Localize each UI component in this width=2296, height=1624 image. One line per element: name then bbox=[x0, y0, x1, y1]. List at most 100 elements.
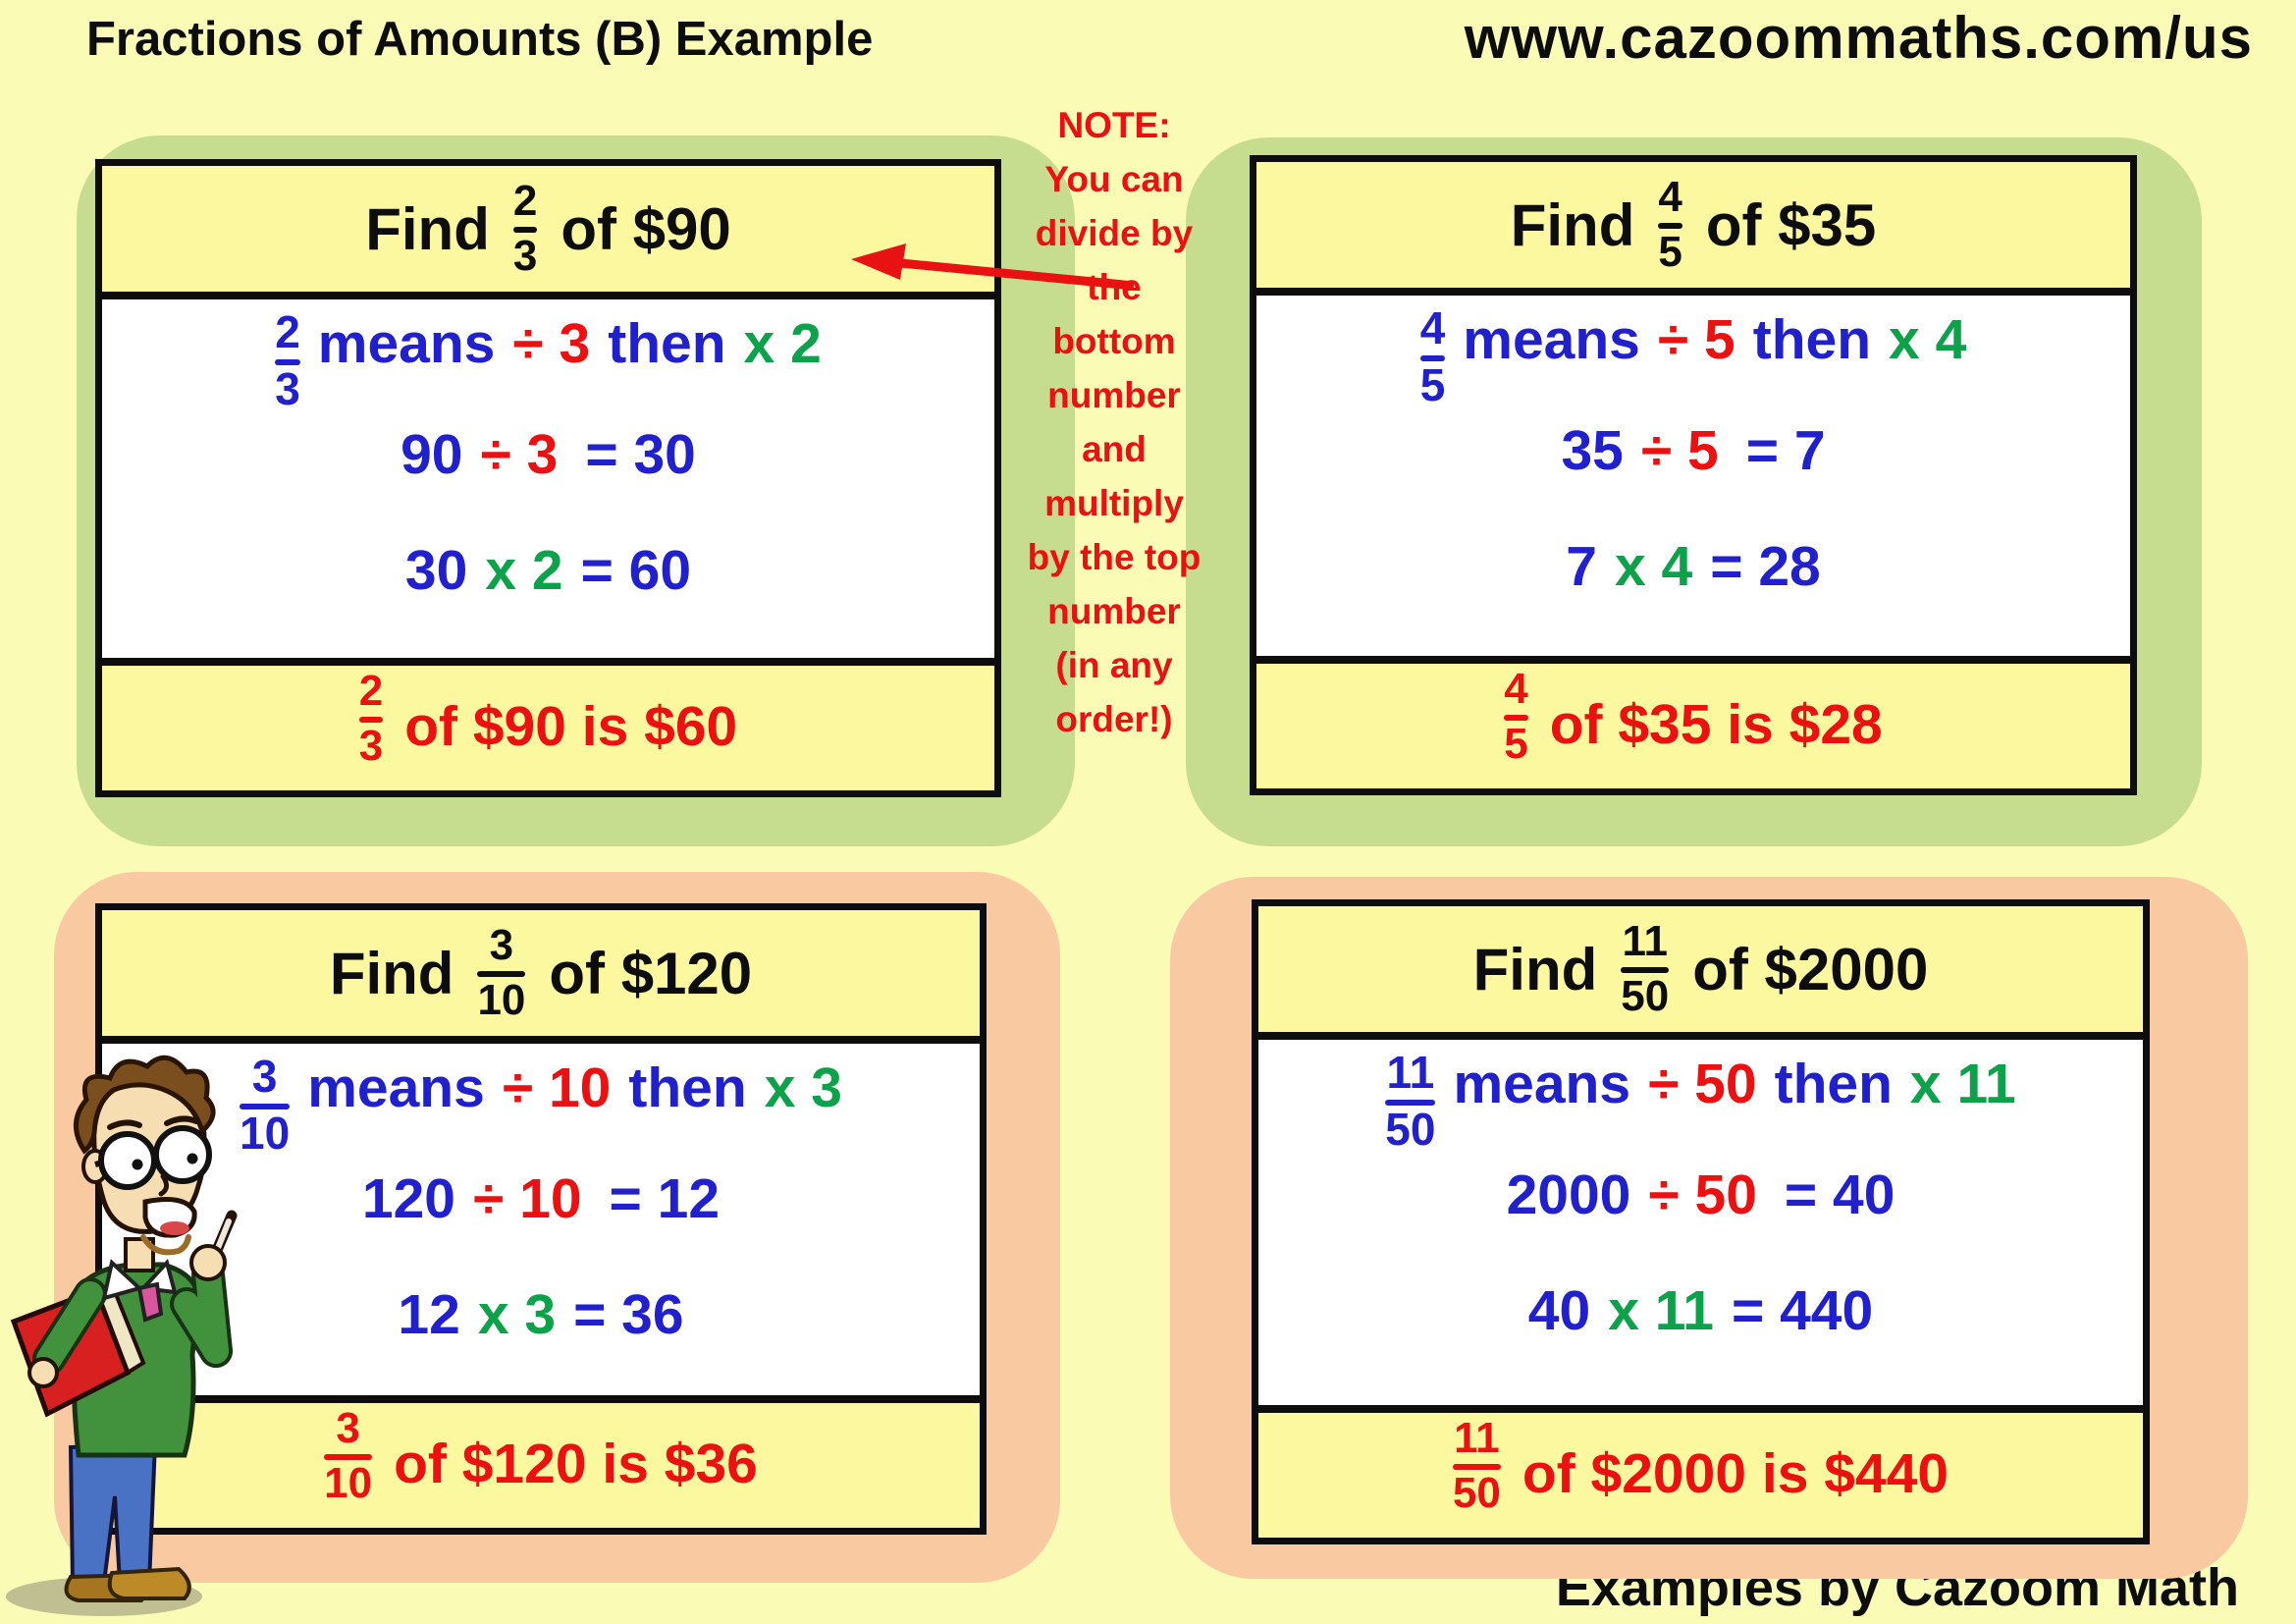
fraction-denominator: 10 bbox=[477, 976, 526, 1024]
fraction: 2 3 bbox=[358, 667, 384, 767]
means-label: means bbox=[307, 1056, 485, 1119]
note-line: by the top bbox=[1027, 537, 1201, 577]
fraction-denominator: 50 bbox=[1621, 972, 1670, 1020]
eyebrow bbox=[164, 1115, 199, 1126]
find-label: Find bbox=[1472, 936, 1598, 1002]
dividend: 2000 bbox=[1506, 1164, 1631, 1227]
fraction-denominator: 50 bbox=[1385, 1103, 1436, 1155]
multiply-op: x 11 bbox=[1608, 1279, 1714, 1343]
teacher-hair bbox=[74, 1055, 216, 1155]
eye bbox=[187, 1153, 198, 1164]
note-annotation: NOTE: You can divide by the bottom numbe… bbox=[1009, 98, 1219, 746]
fraction-denominator: 10 bbox=[324, 1458, 373, 1507]
card-3-answer: 3 10 of $120 is $36 bbox=[102, 1395, 980, 1528]
fraction-bar bbox=[1452, 1463, 1501, 1470]
step-meaning: 3 10 means ÷ 10 then x 3 bbox=[240, 1054, 842, 1156]
then-label: then bbox=[1774, 1053, 1893, 1115]
card-2-answer: 4 5 of $35 is $28 bbox=[1256, 656, 2130, 788]
find-label: Find bbox=[365, 195, 490, 262]
multiplication-result: = 28 bbox=[1710, 535, 1821, 599]
fraction-denominator: 3 bbox=[512, 232, 538, 280]
multiply-op: x 2 bbox=[743, 312, 822, 375]
note-line: bottom bbox=[1052, 321, 1176, 361]
fraction: 3 10 bbox=[477, 921, 526, 1024]
multiplicand: 7 bbox=[1566, 535, 1597, 599]
multiplication-result: = 60 bbox=[580, 539, 692, 603]
step-divide: 120 ÷ 10 = 12 bbox=[362, 1166, 720, 1231]
fraction: 2 3 bbox=[275, 306, 300, 414]
divide-op: ÷ 50 bbox=[1648, 1053, 1757, 1115]
divide-op: ÷ 10 bbox=[502, 1056, 612, 1119]
step-multiply: 30 x 2 = 60 bbox=[405, 538, 691, 603]
multiply-op: x 4 bbox=[1889, 308, 1967, 371]
fraction-numerator: 11 bbox=[1386, 1047, 1435, 1098]
teacher-hand bbox=[27, 1357, 59, 1388]
step-multiply: 7 x 4 = 28 bbox=[1566, 534, 1820, 599]
division-result: = 7 bbox=[1745, 419, 1826, 483]
means-label: means bbox=[1463, 308, 1640, 371]
amount-label: of $35 bbox=[1705, 191, 1877, 258]
fraction: 3 10 bbox=[240, 1054, 291, 1156]
amount-label: of $120 bbox=[549, 940, 753, 1006]
fraction-numerator: 2 bbox=[358, 667, 384, 715]
fraction-numerator: 4 bbox=[1504, 665, 1528, 713]
fraction-numerator: 11 bbox=[1454, 1414, 1500, 1462]
divide-op: ÷ 5 bbox=[1640, 419, 1719, 483]
step-divide: 90 ÷ 3 = 30 bbox=[400, 422, 696, 487]
fraction-numerator: 11 bbox=[1622, 917, 1668, 966]
step-multiply: 40 x 11 = 440 bbox=[1528, 1278, 1873, 1343]
division-result: = 30 bbox=[585, 423, 696, 487]
divide-op: ÷ 10 bbox=[473, 1167, 582, 1231]
fraction-denominator: 3 bbox=[275, 362, 300, 414]
eye bbox=[132, 1159, 143, 1170]
teacher-illustration bbox=[6, 1055, 238, 1616]
multiplicand: 30 bbox=[404, 539, 468, 603]
fraction: 11 50 bbox=[1621, 917, 1670, 1020]
fraction-bar bbox=[1658, 223, 1682, 229]
answer-text: of $2000 is $440 bbox=[1522, 1442, 1949, 1505]
fraction-bar bbox=[1504, 714, 1528, 721]
amount-label: of $90 bbox=[561, 195, 731, 262]
fraction-bar bbox=[275, 358, 300, 365]
note-line: divide by bbox=[1035, 213, 1194, 253]
dividend: 90 bbox=[400, 423, 463, 487]
multiplication-result: = 440 bbox=[1731, 1279, 1874, 1343]
collar bbox=[101, 1259, 143, 1301]
fraction-numerator: 3 bbox=[489, 921, 514, 970]
page-title: Fractions of Amounts (B) Example bbox=[86, 13, 874, 66]
answer-text: of $120 is $36 bbox=[394, 1433, 758, 1495]
fraction: 2 3 bbox=[512, 177, 538, 280]
then-label: then bbox=[1752, 308, 1872, 371]
multiplication-result: = 36 bbox=[573, 1283, 684, 1347]
card-1-working: 2 3 means ÷ 3 then x 2 90 ÷ 3 = 30 30 x … bbox=[102, 299, 994, 658]
divide-op: ÷ 5 bbox=[1657, 308, 1735, 371]
answer-text: of $90 is $60 bbox=[404, 695, 738, 758]
fraction-numerator: 3 bbox=[336, 1404, 360, 1452]
dividend: 120 bbox=[361, 1167, 456, 1231]
then-label: then bbox=[628, 1056, 747, 1119]
card-2-working: 4 5 means ÷ 5 then x 4 35 ÷ 5 = 7 7 x 4 … bbox=[1256, 296, 2130, 656]
division-result: = 40 bbox=[1784, 1164, 1896, 1227]
fraction-numerator: 2 bbox=[275, 306, 300, 357]
teacher-arm bbox=[36, 1281, 103, 1372]
multiply-op: x 3 bbox=[764, 1056, 842, 1119]
fraction-numerator: 4 bbox=[1658, 173, 1682, 222]
card-4-answer: 11 50 of $2000 is $440 bbox=[1258, 1405, 2143, 1538]
fraction: 11 50 bbox=[1385, 1047, 1436, 1155]
step-divide: 2000 ÷ 50 = 40 bbox=[1507, 1163, 1896, 1227]
fraction-denominator: 5 bbox=[1504, 719, 1528, 768]
fraction-numerator: 2 bbox=[512, 177, 538, 226]
note-line: (in any bbox=[1055, 645, 1173, 685]
fraction-bar bbox=[1385, 1099, 1436, 1106]
step-multiply: 12 x 3 = 36 bbox=[398, 1282, 683, 1347]
example-card-4: Find 11 50 of $2000 11 50 means ÷ 50 the… bbox=[1252, 899, 2150, 1544]
divide-op: ÷ 50 bbox=[1648, 1164, 1757, 1227]
then-label: then bbox=[608, 312, 726, 375]
means-label: means bbox=[317, 312, 496, 375]
note-line: You can bbox=[1044, 159, 1184, 199]
fraction: 4 5 bbox=[1419, 305, 1446, 407]
card-4-question: Find 11 50 of $2000 bbox=[1258, 906, 2143, 1040]
fraction: 4 5 bbox=[1504, 665, 1528, 768]
card-3-working: 3 10 means ÷ 10 then x 3 120 ÷ 10 = 12 1… bbox=[102, 1044, 980, 1395]
